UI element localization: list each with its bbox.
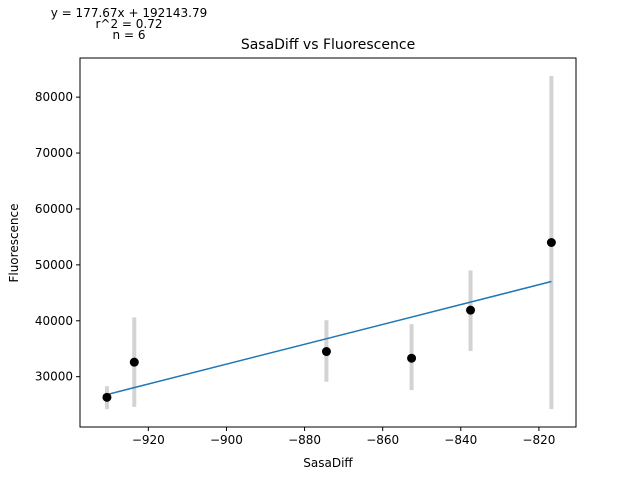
x-axis-label: SasaDiff <box>303 456 353 470</box>
points-layer <box>102 238 556 402</box>
x-tick-label: −900 <box>210 433 243 447</box>
data-point-1 <box>102 392 112 402</box>
y-tick-label: 50000 <box>35 258 73 272</box>
y-axis-label: Fluorescence <box>7 203 21 282</box>
x-tick-label: −820 <box>522 433 555 447</box>
data-point-6 <box>546 238 556 247</box>
fit-equation: y = 177.67x + 192143.79 <box>51 6 207 20</box>
data-point-3 <box>321 347 331 357</box>
data-point-5 <box>466 305 476 315</box>
y-tick-label: 80000 <box>35 90 73 104</box>
x-axis-ticks: −920 −900 −880 −860 −840 −820 <box>132 427 555 447</box>
chart-title: SasaDiff vs Fluorescence <box>241 37 415 53</box>
data-point-2 <box>129 357 139 367</box>
r-squared: r^2 = 0.72 <box>95 17 162 31</box>
fit-line <box>106 280 552 396</box>
x-tick-label: −860 <box>366 433 399 447</box>
x-tick-label: −840 <box>444 433 477 447</box>
y-tick-label: 40000 <box>35 314 73 328</box>
y-tick-label: 60000 <box>35 202 73 216</box>
plot-frame <box>79 57 577 428</box>
y-axis-ticks: 30000 40000 50000 60000 70000 80000 <box>35 90 80 384</box>
errorbars-layer <box>104 75 554 410</box>
x-tick-label: −880 <box>288 433 321 447</box>
y-tick-label: 30000 <box>35 370 73 384</box>
x-tick-label: −920 <box>132 433 165 447</box>
data-point-4 <box>407 353 417 363</box>
y-tick-label: 70000 <box>35 146 73 160</box>
fit-line-layer <box>106 280 552 396</box>
sample-count: n = 6 <box>113 28 146 42</box>
